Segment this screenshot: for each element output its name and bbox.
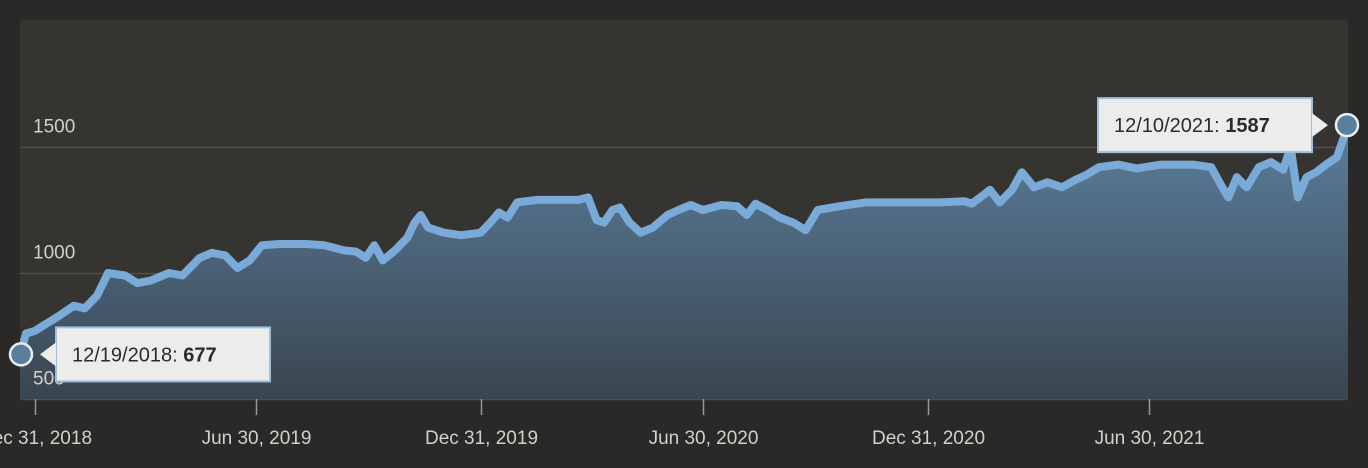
tooltip-pointer <box>40 342 56 367</box>
x-tick-label: Jun 30, 2020 <box>649 428 759 449</box>
tooltip-value: 1587 <box>1225 115 1270 137</box>
tooltip-date: 12/19/2018: <box>72 344 183 366</box>
tooltip-text: 12/10/2021: 1587 <box>1114 115 1270 137</box>
y-tick-label: 1500 <box>33 117 75 138</box>
x-tick-label: Jun 30, 2019 <box>202 428 312 449</box>
x-tick-label: Dec 31, 2018 <box>0 428 92 449</box>
tooltip-text: 12/19/2018: 677 <box>72 344 217 366</box>
y-tick-label: 1000 <box>33 243 75 264</box>
tooltip-value: 677 <box>183 344 216 366</box>
x-tick-label: Jun 30, 2021 <box>1095 428 1205 449</box>
series-line <box>20 121 1348 359</box>
tooltip-box <box>1097 97 1313 154</box>
x-tick-label: Dec 31, 2019 <box>425 428 538 449</box>
x-axis: Dec 31, 2018 Jun 30, 2019 Dec 31, 2019 Jun … <box>0 399 1204 449</box>
data-tooltip: 12/10/2021: 1587 <box>1097 97 1360 154</box>
tooltip-pointer <box>1312 113 1328 138</box>
data-point-marker <box>8 342 34 367</box>
series-area-fill <box>20 125 1348 399</box>
tooltip-date: 12/10/2021: <box>1114 115 1225 137</box>
tooltips: 12/19/2018: 677 12/10/2021: 1587 <box>8 97 1360 383</box>
data-tooltip: 12/19/2018: 677 <box>8 326 271 383</box>
data-point-marker <box>1334 112 1360 138</box>
x-tick-label: Dec 31, 2020 <box>872 428 985 449</box>
